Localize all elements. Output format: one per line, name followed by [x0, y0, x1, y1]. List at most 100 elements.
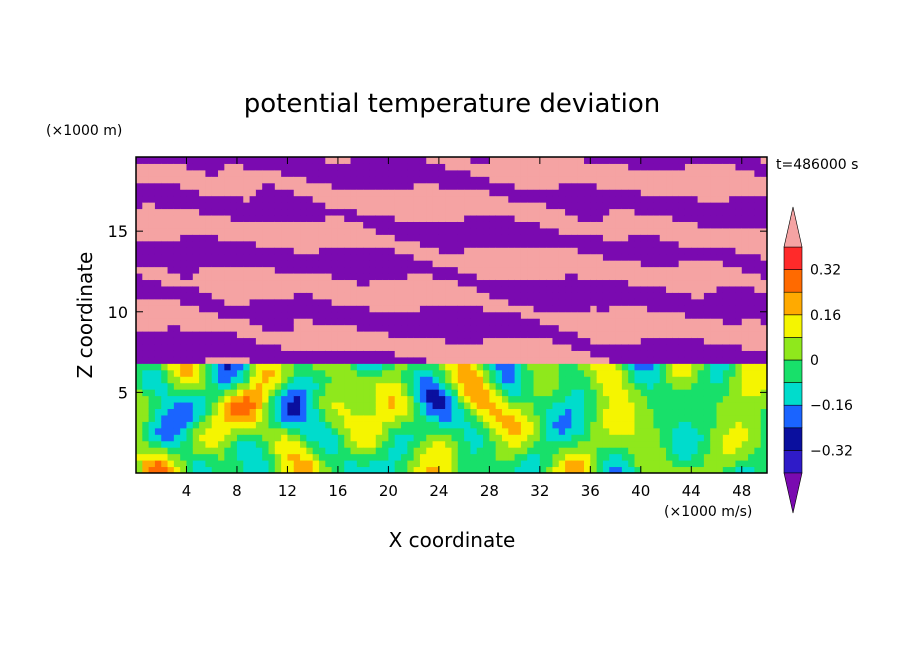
field-cell	[483, 189, 490, 197]
field-cell	[735, 305, 743, 313]
field-cell	[161, 466, 169, 473]
field-cell	[735, 176, 743, 184]
field-cell	[451, 182, 459, 190]
field-cell	[401, 421, 408, 429]
field-cell	[274, 215, 282, 222]
field-cell	[236, 311, 244, 319]
field-cell	[489, 247, 497, 255]
field-cell	[350, 157, 358, 164]
field-cell	[470, 189, 478, 197]
field-cell	[501, 376, 509, 384]
field-cell	[464, 195, 471, 203]
field-cell	[457, 298, 465, 306]
field-cell	[451, 356, 459, 364]
field-cell	[180, 421, 187, 429]
field-cell	[224, 285, 232, 293]
field-cell	[186, 227, 194, 235]
field-cell	[268, 466, 276, 473]
field-cell	[438, 376, 446, 384]
field-cell	[394, 434, 402, 442]
field-cell	[426, 382, 434, 390]
field-cell	[678, 279, 686, 287]
field-cell	[205, 234, 213, 242]
field-cell	[483, 427, 490, 435]
field-cell	[293, 169, 301, 177]
field-cell	[318, 215, 326, 222]
field-cell	[230, 434, 238, 442]
field-cell	[666, 285, 673, 293]
field-cell	[451, 176, 459, 184]
field-cell	[678, 382, 686, 390]
field-cell	[640, 421, 648, 429]
field-cell	[331, 163, 339, 171]
field-cell	[628, 376, 635, 384]
field-cell	[647, 324, 654, 332]
field-cell	[192, 163, 200, 171]
field-cell	[464, 305, 471, 313]
field-cell	[609, 408, 617, 416]
field-cell	[369, 434, 377, 442]
field-cell	[224, 395, 232, 403]
field-cell	[489, 434, 497, 442]
field-cell	[495, 440, 503, 448]
field-cell	[640, 253, 648, 261]
field-cell	[457, 344, 465, 351]
field-cell	[539, 247, 547, 255]
field-cell	[293, 311, 301, 319]
field-cell	[268, 344, 276, 351]
field-cell	[388, 324, 396, 332]
field-cell	[451, 344, 459, 351]
field-cell	[161, 292, 169, 300]
field-cell	[287, 389, 295, 397]
field-cell	[684, 182, 692, 190]
field-cell	[489, 169, 497, 177]
field-cell	[552, 447, 560, 455]
field-cell	[419, 182, 427, 190]
field-cell	[438, 292, 446, 300]
field-cell	[300, 447, 307, 455]
field-cell	[621, 460, 629, 468]
field-cell	[300, 350, 307, 358]
chart-title: potential temperature deviation	[244, 89, 660, 119]
field-cell	[621, 234, 629, 242]
field-cell	[337, 266, 345, 274]
field-cell	[710, 221, 718, 229]
field-cell	[628, 260, 635, 268]
field-cell	[647, 292, 654, 300]
field-cell	[136, 234, 143, 242]
field-cell	[615, 402, 623, 410]
field-cell	[672, 460, 680, 468]
field-cell	[401, 395, 408, 403]
field-cell	[653, 414, 661, 422]
field-cell	[161, 157, 169, 164]
field-cell	[438, 460, 446, 468]
field-cell	[407, 324, 415, 332]
field-cell	[539, 163, 547, 171]
field-cell	[659, 221, 667, 229]
field-cell	[445, 440, 452, 448]
field-cell	[205, 318, 213, 326]
field-cell	[729, 427, 736, 435]
field-cell	[508, 311, 516, 319]
field-cell	[729, 408, 736, 416]
field-cell	[337, 208, 345, 216]
field-cell	[451, 382, 459, 390]
field-cell	[262, 292, 270, 300]
field-cell	[457, 427, 465, 435]
field-cell	[287, 169, 295, 177]
field-cell	[401, 260, 408, 268]
field-cell	[344, 234, 352, 242]
field-cell	[318, 234, 326, 242]
field-cell	[211, 344, 219, 351]
field-cell	[760, 195, 767, 203]
field-cell	[180, 266, 187, 274]
field-cell	[659, 202, 667, 210]
field-cell	[602, 369, 610, 377]
field-cell	[501, 189, 509, 197]
field-cell	[495, 298, 503, 306]
field-cell	[760, 363, 767, 371]
field-cell	[457, 195, 465, 203]
field-cell	[501, 369, 509, 377]
field-cell	[350, 285, 358, 293]
field-cell	[142, 240, 150, 248]
